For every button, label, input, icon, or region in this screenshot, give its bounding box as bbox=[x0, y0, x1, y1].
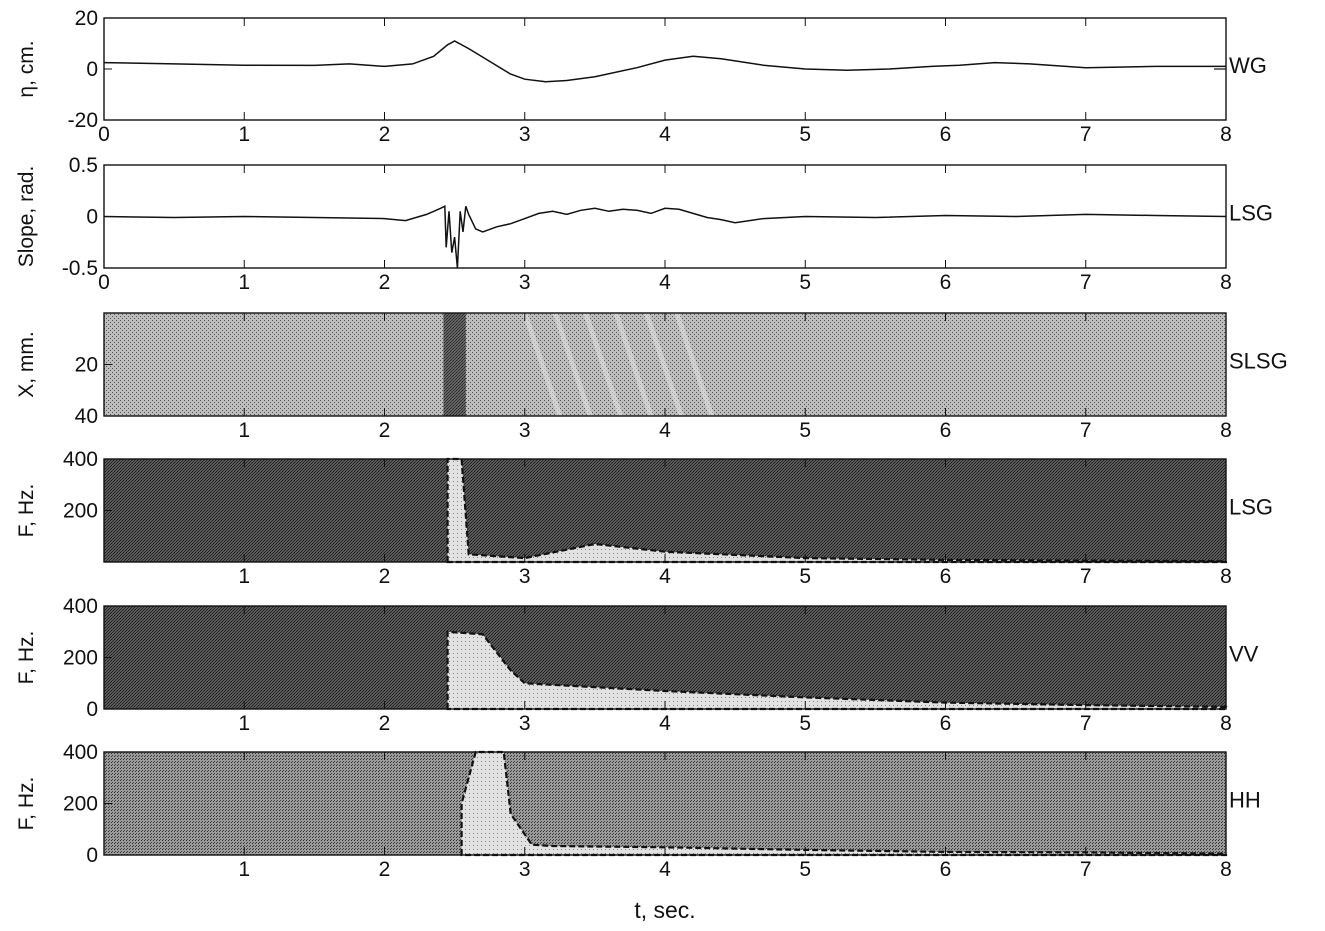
panel-1-ytick-label: 0.5 bbox=[69, 154, 98, 177]
panel-0-xtick-label: 8 bbox=[1220, 123, 1232, 146]
panel-2-xtick-label: 2 bbox=[379, 419, 391, 442]
panel-1-xtick-label: 0 bbox=[98, 271, 110, 294]
panel-1-series-line bbox=[104, 205, 1226, 268]
panel-5-ytick-label: 200 bbox=[63, 793, 98, 816]
figure-xlabel: t, sec. bbox=[634, 897, 695, 923]
panel-4-xtick-label: 7 bbox=[1080, 712, 1092, 735]
panel-0-xtick-label: 0 bbox=[98, 123, 110, 146]
panel-4-vv: 1 2 3 4 5 6 7 8 400 200 0 F, Hz. VV bbox=[15, 595, 1259, 735]
panel-5-ytick-label: 400 bbox=[63, 741, 98, 764]
panel-4-xtick-label: 5 bbox=[799, 712, 811, 735]
panel-5-ytick-label: 0 bbox=[86, 844, 98, 867]
panel-2-ylabel: X, mm. bbox=[15, 331, 38, 398]
panel-5-xtick-label: 5 bbox=[799, 858, 811, 881]
panel-4-ytick-label: 0 bbox=[86, 698, 98, 721]
panel-1-xtick-label: 5 bbox=[799, 271, 811, 294]
panel-5-xtick-label: 6 bbox=[940, 858, 952, 881]
panel-4-ytick-label: 200 bbox=[63, 647, 98, 670]
panel-3-label: LSG bbox=[1229, 495, 1273, 520]
panel-0-xtick-label: 5 bbox=[799, 123, 811, 146]
panel-3-xtick-label: 8 bbox=[1220, 565, 1232, 588]
panel-2-xtick-label: 6 bbox=[940, 419, 952, 442]
panel-3-ytick-label: 400 bbox=[63, 448, 98, 471]
panel-1-xtick-label: 7 bbox=[1080, 271, 1092, 294]
panel-5-xtick-label: 2 bbox=[379, 858, 391, 881]
panel-4-ylabel: F, Hz. bbox=[15, 631, 38, 685]
panel-2-slsg: 1 2 3 4 5 6 7 8 20 40 X, mm. SLSG bbox=[15, 312, 1288, 442]
panel-0-ylabel: η, cm. bbox=[15, 40, 38, 97]
panel-0-ytick-label: -20 bbox=[68, 109, 98, 132]
panel-4-xtick-label: 2 bbox=[379, 712, 391, 735]
panel-3-lsg: 1 2 3 4 5 6 7 8 400 200 F, Hz. LSG bbox=[15, 448, 1273, 588]
panel-5-hh: 1 2 3 4 5 6 7 8 400 200 0 F, Hz. HH bbox=[15, 741, 1261, 881]
panel-1-ytick-label: -0.5 bbox=[62, 257, 98, 280]
panel-2-ytick-label: 20 bbox=[75, 354, 98, 377]
panel-0-ytick-label: 0 bbox=[86, 58, 98, 81]
panel-3-xtick-label: 2 bbox=[379, 565, 391, 588]
panel-4-xtick-label: 3 bbox=[519, 712, 531, 735]
panel-3-ylabel: F, Hz. bbox=[15, 484, 38, 538]
panel-1-xtick-label: 3 bbox=[519, 271, 531, 294]
panel-3-xtick-label: 6 bbox=[940, 565, 952, 588]
slsg-light-streak bbox=[674, 312, 715, 417]
slsg-light-streak bbox=[613, 312, 654, 417]
panel-3-background bbox=[104, 459, 1226, 562]
panel-2-label: SLSG bbox=[1229, 349, 1288, 374]
panel-2-xtick-label: 8 bbox=[1220, 419, 1232, 442]
panel-5-label: HH bbox=[1229, 788, 1261, 813]
panel-3-xtick-label: 1 bbox=[238, 565, 250, 588]
panel-0-ytick-label: 20 bbox=[75, 7, 98, 30]
panel-5-ylabel: F, Hz. bbox=[15, 777, 38, 831]
panel-4-energy-region bbox=[446, 630, 1228, 711]
panel-5-xtick-label: 3 bbox=[519, 858, 531, 881]
panel-3-xtick-label: 7 bbox=[1080, 565, 1092, 588]
panel-3-xtick-label: 3 bbox=[519, 565, 531, 588]
panel-2-xtick-label: 3 bbox=[519, 419, 531, 442]
panel-5-xtick-label: 1 bbox=[238, 858, 250, 881]
slsg-light-streak bbox=[583, 312, 623, 417]
panel-0-xtick-label: 4 bbox=[659, 123, 671, 146]
panel-3-xtick-label: 4 bbox=[659, 565, 671, 588]
panel-1-xtick-label: 4 bbox=[659, 271, 671, 294]
panel-4-xtick-label: 6 bbox=[940, 712, 952, 735]
slsg-light-streak bbox=[643, 312, 684, 417]
slsg-light-streak bbox=[552, 312, 593, 417]
panel-5-xtick-label: 7 bbox=[1080, 858, 1092, 881]
panel-1-xtick-label: 2 bbox=[379, 271, 391, 294]
panel-4-ytick-label: 400 bbox=[63, 595, 98, 618]
panel-2-xtick-label: 1 bbox=[238, 419, 250, 442]
panel-0-series-line bbox=[104, 40, 1226, 83]
panel-2-xtick-label: 7 bbox=[1080, 419, 1092, 442]
panel-5-xtick-label: 4 bbox=[659, 858, 671, 881]
panel-0-xtick-label: 6 bbox=[940, 123, 952, 146]
panel-0-label: WG bbox=[1229, 53, 1267, 78]
panel-0-xtick-label: 1 bbox=[238, 123, 250, 146]
panel-3-ytick-label: 200 bbox=[63, 500, 98, 523]
panel-0-xtick-label: 3 bbox=[519, 123, 531, 146]
panel-0-xtick-label: 7 bbox=[1080, 123, 1092, 146]
panel-5-background bbox=[104, 752, 1226, 855]
panel-1-xtick-label: 6 bbox=[940, 271, 952, 294]
panel-2-xtick-label: 4 bbox=[659, 419, 671, 442]
panel-0-xtick-label: 2 bbox=[379, 123, 391, 146]
panel-4-label: VV bbox=[1229, 642, 1259, 667]
panel-2-ytick-label: 40 bbox=[75, 405, 98, 428]
panel-4-xtick-label: 4 bbox=[659, 712, 671, 735]
panel-1-xtick-label: 1 bbox=[238, 271, 250, 294]
panel-1-ytick-label: 0 bbox=[86, 206, 98, 229]
slsg-dark-band bbox=[443, 313, 466, 416]
panel-0-background bbox=[104, 18, 1226, 120]
panel-4-xtick-label: 8 bbox=[1220, 712, 1232, 735]
panel-4-xtick-label: 1 bbox=[238, 712, 250, 735]
panel-3-xtick-label: 5 bbox=[799, 565, 811, 588]
panel-1-label: LSG bbox=[1229, 201, 1273, 226]
panel-1-xtick-label: 8 bbox=[1220, 271, 1232, 294]
panel-5-xtick-label: 8 bbox=[1220, 858, 1232, 881]
panel-1-ylabel: Slope, rad. bbox=[15, 166, 38, 268]
slsg-light-streak bbox=[522, 312, 563, 417]
panel-2-xtick-label: 5 bbox=[799, 419, 811, 442]
